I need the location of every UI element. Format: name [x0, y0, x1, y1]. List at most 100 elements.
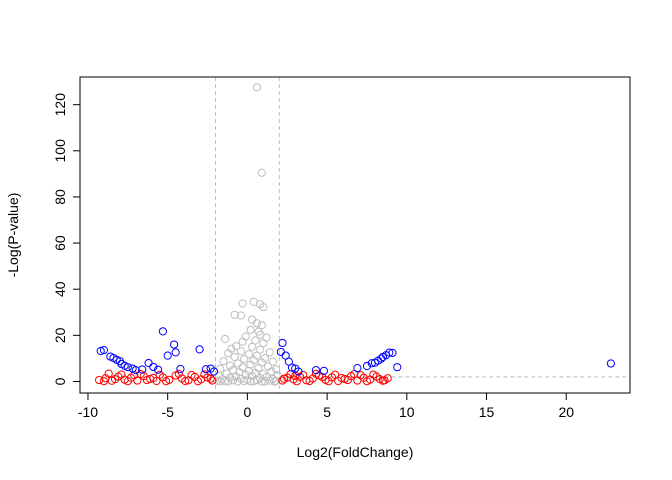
data-point [265, 376, 274, 385]
data-point [268, 357, 277, 366]
data-point [230, 352, 239, 362]
data-point [224, 349, 233, 358]
data-point [246, 325, 255, 334]
data-point [154, 365, 163, 374]
x-axis: -10 -5 0 5 10 15 20 [78, 392, 574, 420]
data-point [287, 363, 297, 372]
data-point [259, 339, 268, 348]
data-point [187, 370, 196, 380]
data-point [233, 377, 242, 386]
data-point [257, 321, 266, 330]
data-point [388, 348, 397, 357]
data-point [131, 366, 140, 375]
data-point [220, 334, 230, 344]
data-point [209, 367, 219, 376]
data-point [356, 371, 365, 380]
data-point [248, 315, 257, 324]
data-point [270, 377, 279, 386]
data-point [257, 377, 266, 386]
data-point [176, 364, 185, 374]
y-tick-label: 60 [52, 235, 68, 251]
data-point [149, 362, 158, 372]
data-point [305, 376, 314, 386]
data-point [246, 377, 255, 386]
data-point [375, 375, 384, 384]
data-point [99, 377, 109, 386]
data-point [233, 359, 242, 368]
data-point [238, 337, 247, 346]
data-point [260, 377, 270, 386]
data-point [240, 354, 249, 364]
data-point [257, 168, 266, 177]
data-point [238, 299, 247, 308]
data-point [265, 348, 274, 357]
data-point [380, 376, 389, 385]
data-point [385, 348, 394, 357]
data-point [311, 366, 321, 375]
y-tick-label: 20 [52, 327, 68, 343]
data-point [169, 340, 179, 349]
data-point [353, 363, 362, 373]
data-point [117, 370, 126, 379]
data-point [236, 311, 246, 320]
data-point [228, 376, 238, 385]
data-point [236, 347, 246, 356]
x-tick-label: 15 [479, 404, 495, 420]
data-point [195, 345, 204, 354]
data-point [232, 342, 241, 351]
x-tick-label: 5 [323, 404, 331, 420]
data-point [292, 377, 301, 386]
data-point [224, 377, 233, 386]
data-point [158, 327, 167, 336]
data-point [216, 377, 225, 386]
x-tick-label: 0 [243, 404, 251, 420]
data-point [362, 361, 372, 371]
data-point [206, 374, 215, 383]
data-points [95, 83, 615, 386]
plot-frame [79, 76, 631, 394]
y-axis-label: -Log(P-value) [5, 193, 21, 278]
data-point [369, 370, 378, 379]
y-tick-label: 80 [52, 189, 68, 205]
data-point [278, 338, 287, 348]
data-point [319, 366, 329, 375]
y-axis: 0 20 40 60 80 100 120 [52, 93, 81, 385]
data-point [201, 365, 211, 374]
data-point [161, 377, 171, 386]
x-tick-label: -10 [78, 404, 98, 420]
data-point [337, 373, 346, 383]
data-point [244, 350, 254, 359]
point-series-2 [96, 327, 615, 376]
data-point [181, 376, 190, 386]
x-tick-label: 20 [558, 404, 574, 420]
data-point [208, 376, 217, 385]
data-point [267, 367, 276, 376]
data-point [393, 363, 402, 372]
y-tick-label: 0 [52, 377, 68, 385]
data-point [240, 376, 249, 386]
data-point [330, 370, 340, 379]
data-point [200, 370, 209, 379]
data-point [136, 369, 145, 379]
data-point [318, 372, 327, 382]
data-point [241, 332, 250, 341]
data-point [123, 377, 132, 386]
data-point [144, 358, 153, 368]
data-point [362, 377, 372, 386]
data-point [279, 374, 289, 383]
data-point [171, 348, 180, 357]
data-point [249, 377, 258, 386]
data-point [259, 303, 268, 312]
data-point [219, 357, 228, 366]
threshold-lines [215, 77, 630, 393]
data-point [155, 370, 164, 379]
data-point [96, 346, 105, 356]
y-tick-label: 100 [52, 139, 68, 163]
data-point [606, 359, 615, 368]
x-tick-label: 10 [399, 404, 415, 420]
x-tick-label: -5 [161, 404, 174, 420]
data-point [193, 377, 203, 386]
point-series-1 [95, 369, 392, 386]
data-point [252, 83, 262, 92]
